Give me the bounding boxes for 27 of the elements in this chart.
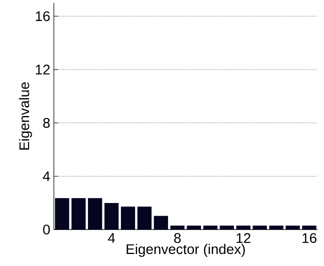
x-axis-title: Eigenvector (index) [126,244,245,257]
bar [88,198,102,230]
y-tick-label: 4 [42,171,50,181]
x-tick-label: 12 [236,232,250,243]
bar [186,225,201,230]
bar [137,206,152,230]
bar [170,225,185,230]
bar [154,216,168,230]
y-tick-label: 12 [36,64,50,74]
bar [252,225,267,230]
y-tick-label: 8 [43,118,50,128]
x-tick-label: 16 [302,232,316,243]
x-tick-label: 8 [174,232,181,243]
x-tick-label: 4 [108,232,115,242]
y-tick-label: 0 [43,224,50,234]
y-tick-label: 16 [36,11,50,21]
bar [269,225,284,230]
bar [236,225,250,230]
bar [302,225,316,230]
y-axis-title: Eigenvalue [18,82,32,150]
bar [120,206,136,230]
bar [55,198,70,230]
bar [220,225,234,230]
bar [104,202,119,230]
bar [71,198,86,230]
bar [203,225,218,230]
bar [286,225,300,230]
